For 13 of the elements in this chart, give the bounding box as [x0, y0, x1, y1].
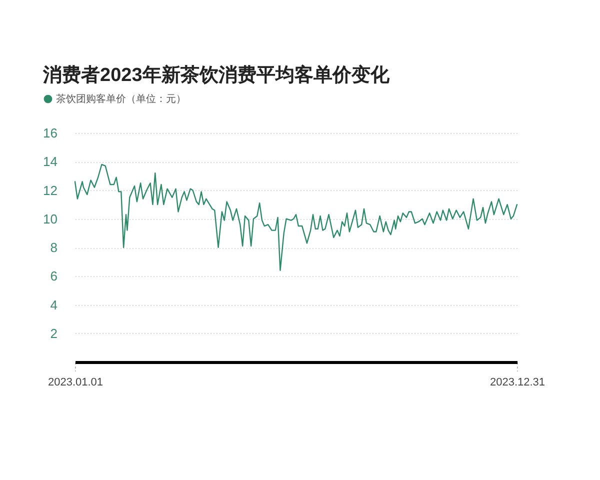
y-tick-label: 6: [50, 268, 58, 284]
y-tick-label: 4: [50, 297, 58, 312]
chart-title: 消费者2023年新茶饮消费平均客单价变化: [42, 64, 390, 86]
x-tick-label: 2023.01.01: [48, 376, 104, 388]
y-tick-label: 10: [43, 211, 58, 226]
y-tick-label: 12: [43, 182, 58, 198]
y-tick-label: 8: [50, 240, 58, 255]
line-series: [74, 164, 518, 271]
y-tick-label: 16: [43, 126, 58, 140]
y-tick-label: 2: [50, 326, 58, 341]
y-tick-label: 14: [43, 154, 58, 170]
x-tick-label: 2023.12.31: [490, 376, 546, 388]
legend-label: 茶饮团购客单价（单位：元）: [56, 93, 186, 105]
